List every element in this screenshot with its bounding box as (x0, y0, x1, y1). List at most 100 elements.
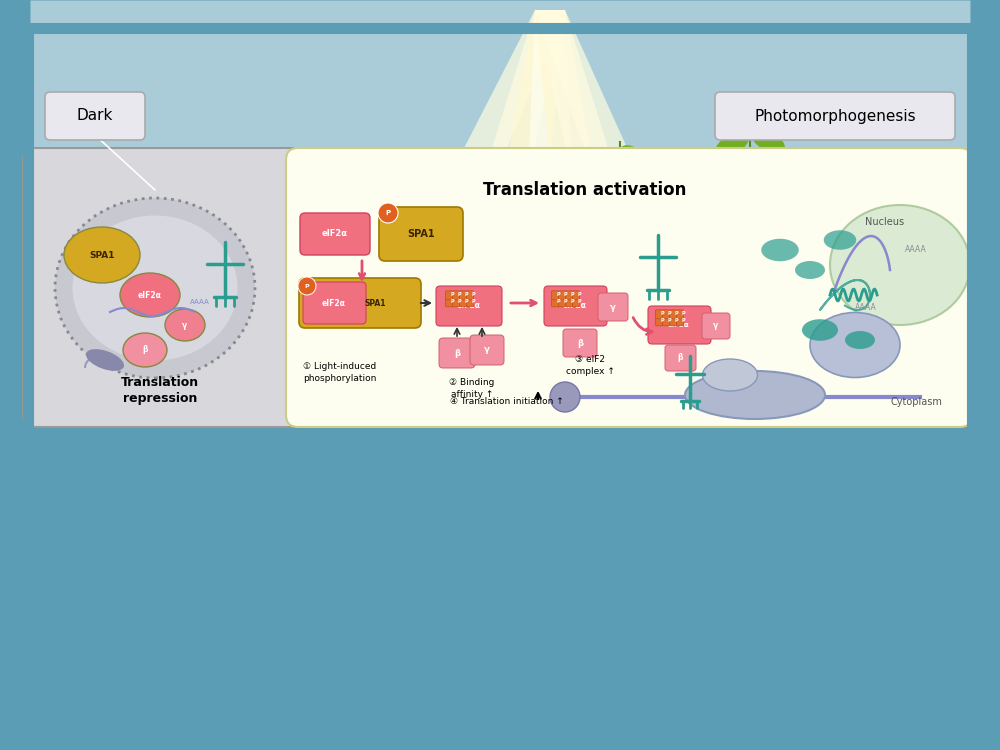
Text: ④ Translation initiation ↑: ④ Translation initiation ↑ (450, 398, 564, 406)
Text: Nucleus: Nucleus (865, 217, 905, 227)
Text: P: P (450, 299, 454, 304)
FancyBboxPatch shape (379, 207, 463, 261)
FancyBboxPatch shape (670, 316, 676, 326)
Ellipse shape (165, 309, 205, 341)
FancyBboxPatch shape (665, 345, 696, 371)
Text: γ: γ (713, 322, 719, 331)
FancyBboxPatch shape (676, 316, 684, 326)
Circle shape (298, 277, 316, 295)
Polygon shape (535, 10, 711, 334)
Text: SPA1: SPA1 (407, 229, 435, 239)
Ellipse shape (761, 238, 799, 261)
Polygon shape (535, 10, 629, 356)
FancyBboxPatch shape (300, 213, 370, 255)
Text: ① Light-induced
phosphorylation: ① Light-induced phosphorylation (303, 362, 377, 382)
Text: SPA1: SPA1 (89, 251, 115, 260)
Text: AAAA: AAAA (905, 245, 927, 254)
Text: P: P (577, 292, 581, 297)
Ellipse shape (482, 159, 499, 172)
Text: P: P (660, 311, 664, 316)
Text: γ: γ (610, 302, 616, 311)
FancyBboxPatch shape (299, 278, 421, 328)
Text: P: P (464, 299, 468, 304)
Ellipse shape (64, 227, 140, 283)
Ellipse shape (795, 261, 825, 279)
Text: eIF2α: eIF2α (563, 302, 587, 310)
Ellipse shape (830, 205, 970, 325)
Text: P: P (577, 299, 581, 304)
Text: AAAA: AAAA (855, 304, 877, 313)
Ellipse shape (86, 349, 124, 371)
Text: γ: γ (182, 320, 188, 329)
FancyBboxPatch shape (656, 310, 663, 319)
Text: β: β (677, 353, 683, 362)
FancyBboxPatch shape (453, 298, 460, 307)
Polygon shape (535, 10, 671, 348)
FancyBboxPatch shape (558, 291, 566, 300)
Ellipse shape (716, 133, 748, 157)
Ellipse shape (845, 331, 875, 349)
Text: β: β (454, 349, 460, 358)
FancyBboxPatch shape (544, 286, 607, 326)
Ellipse shape (123, 333, 167, 367)
Text: eIF2α: eIF2α (138, 290, 162, 299)
Text: ③ eIF2
complex ↑: ③ eIF2 complex ↑ (566, 355, 614, 376)
Ellipse shape (802, 320, 838, 340)
FancyBboxPatch shape (715, 92, 955, 140)
FancyBboxPatch shape (460, 298, 467, 307)
Text: P: P (570, 292, 574, 297)
Text: P: P (667, 311, 671, 316)
Circle shape (550, 382, 580, 412)
Text: P: P (464, 292, 468, 297)
FancyBboxPatch shape (558, 298, 566, 307)
Polygon shape (429, 10, 565, 348)
Text: eIF2α: eIF2α (457, 302, 481, 310)
FancyBboxPatch shape (467, 298, 474, 307)
Text: P: P (305, 284, 309, 289)
Text: β: β (142, 346, 148, 355)
FancyBboxPatch shape (23, 148, 302, 427)
Text: P: P (563, 292, 567, 297)
Ellipse shape (149, 200, 161, 220)
FancyBboxPatch shape (566, 298, 572, 307)
Text: P: P (563, 299, 567, 304)
Text: P: P (556, 292, 560, 297)
Circle shape (378, 203, 398, 223)
FancyBboxPatch shape (656, 316, 663, 326)
Text: P: P (674, 311, 678, 316)
Text: eIF2α: eIF2α (668, 322, 690, 328)
Text: Cytoplasm: Cytoplasm (890, 397, 942, 407)
Text: Translation activation: Translation activation (483, 181, 687, 199)
Polygon shape (520, 10, 580, 360)
FancyBboxPatch shape (446, 291, 453, 300)
FancyBboxPatch shape (436, 286, 502, 326)
FancyBboxPatch shape (460, 291, 467, 300)
FancyBboxPatch shape (702, 313, 730, 339)
FancyBboxPatch shape (566, 291, 572, 300)
FancyBboxPatch shape (453, 291, 460, 300)
Text: Photomorphogenesis: Photomorphogenesis (754, 109, 916, 124)
Ellipse shape (72, 215, 238, 361)
FancyBboxPatch shape (467, 291, 474, 300)
Ellipse shape (752, 129, 784, 153)
Text: β: β (577, 338, 583, 347)
Text: ② Binding
affinity ↑: ② Binding affinity ↑ (449, 378, 495, 399)
FancyBboxPatch shape (563, 329, 597, 357)
Ellipse shape (55, 198, 255, 378)
Ellipse shape (501, 158, 518, 170)
Text: SPA1: SPA1 (364, 298, 386, 307)
FancyBboxPatch shape (45, 92, 145, 140)
FancyBboxPatch shape (439, 338, 475, 368)
Text: P: P (667, 318, 671, 323)
Text: γ: γ (484, 346, 490, 355)
Text: eIF2α: eIF2α (322, 230, 348, 238)
Ellipse shape (366, 166, 379, 176)
FancyBboxPatch shape (552, 298, 559, 307)
FancyBboxPatch shape (572, 298, 580, 307)
FancyBboxPatch shape (303, 282, 366, 324)
Text: P: P (385, 210, 391, 216)
FancyBboxPatch shape (286, 148, 972, 427)
Text: P: P (457, 299, 461, 304)
Ellipse shape (685, 371, 825, 419)
Ellipse shape (120, 273, 180, 317)
